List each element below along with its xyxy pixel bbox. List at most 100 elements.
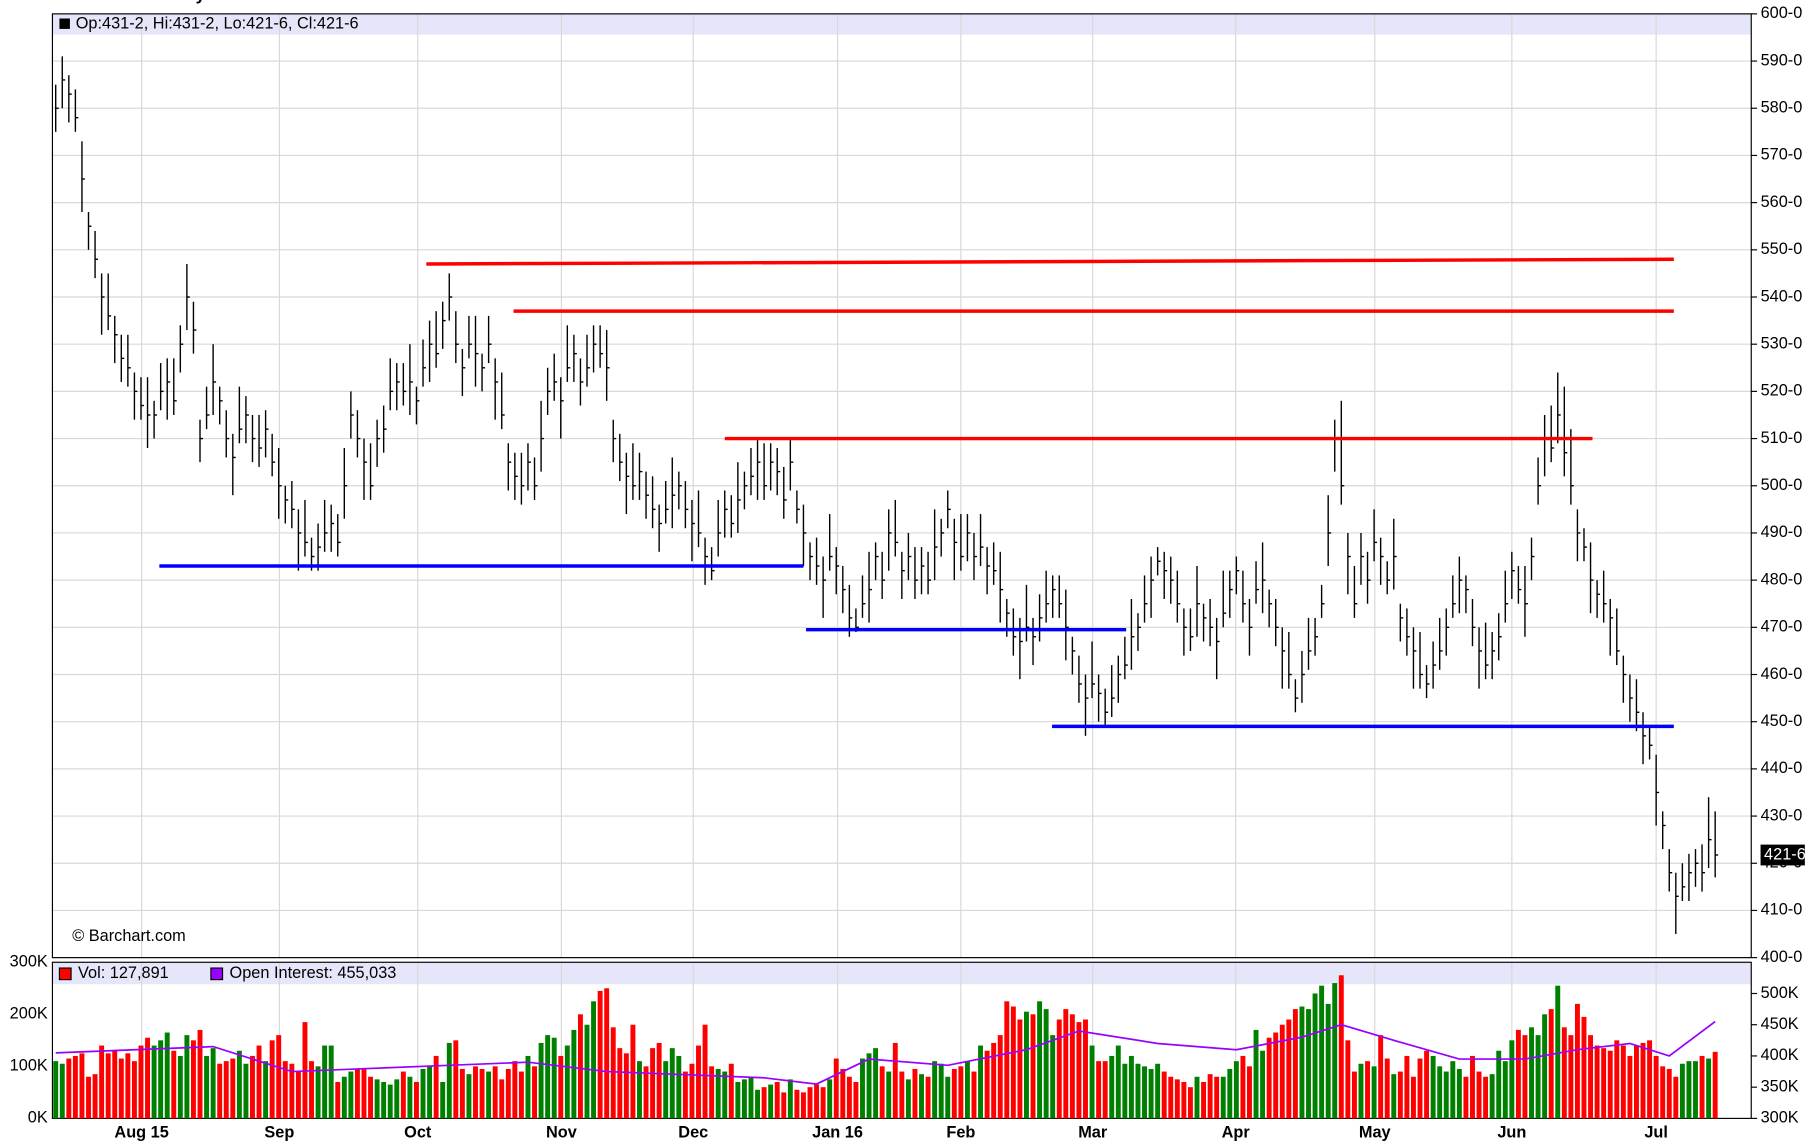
volume-bar xyxy=(1030,1014,1036,1119)
x-tick-label: Mar xyxy=(1078,1124,1108,1142)
y-tick-label: 460-0 xyxy=(1761,665,1803,683)
volume-bar xyxy=(597,990,603,1119)
volume-bar xyxy=(99,1045,105,1119)
volume-bar xyxy=(505,1068,511,1119)
volume-bar xyxy=(728,1063,734,1119)
volume-bar xyxy=(1220,1076,1226,1119)
y-tick-label: 590-0 xyxy=(1761,51,1803,69)
volume-bar xyxy=(1155,1063,1161,1119)
volume-bar xyxy=(269,1040,275,1119)
volume-bar xyxy=(263,1061,269,1119)
volume-bar xyxy=(1397,1071,1403,1119)
oi-tick-label: 300K xyxy=(1761,1109,1799,1127)
volume-bar xyxy=(538,1042,544,1119)
volume-bar xyxy=(1306,1009,1311,1119)
volume-bar xyxy=(1056,1019,1062,1119)
volume-bar xyxy=(230,1058,236,1119)
volume-bar xyxy=(1404,1055,1410,1119)
volume-bar xyxy=(210,1048,216,1119)
volume-bar xyxy=(1515,1029,1521,1119)
y-tick-label: 410-0 xyxy=(1761,901,1803,919)
volume-bar xyxy=(66,1058,72,1119)
volume-bar xyxy=(204,1055,210,1119)
volume-bar xyxy=(1463,1076,1469,1119)
volume-bar xyxy=(381,1081,387,1119)
volume-bar xyxy=(164,1032,170,1119)
volume-bar xyxy=(217,1063,223,1119)
volume-bar xyxy=(118,1058,124,1119)
legend-swatch xyxy=(58,967,72,981)
y-tick-label: 430-0 xyxy=(1761,806,1803,824)
volume-bar xyxy=(768,1084,774,1119)
volume-bar xyxy=(794,1089,800,1119)
volume-bar xyxy=(1476,1071,1482,1119)
volume-bar xyxy=(361,1068,367,1119)
volume-bar xyxy=(158,1040,164,1119)
volume-bar xyxy=(919,1074,924,1119)
volume-bar xyxy=(72,1055,78,1119)
volume-bar xyxy=(1456,1068,1462,1119)
volume-bar xyxy=(1325,1003,1331,1119)
volume-bar xyxy=(374,1079,380,1119)
volume-bar xyxy=(1351,1071,1357,1119)
y-tick-label: 560-0 xyxy=(1761,193,1803,211)
y-tick-label: 540-0 xyxy=(1761,287,1803,305)
volume-bar xyxy=(637,1061,642,1119)
x-tick-label: May xyxy=(1359,1124,1391,1142)
volume-bar xyxy=(584,1024,590,1119)
volume-bar xyxy=(250,1055,255,1119)
oi-tick-label: 500K xyxy=(1761,984,1799,1002)
volume-bar xyxy=(1043,1009,1049,1119)
volume-bar xyxy=(1292,1009,1298,1119)
volume-bar xyxy=(256,1045,262,1119)
volume-bar xyxy=(945,1076,951,1119)
volume-bar xyxy=(177,1055,183,1119)
volume-bar xyxy=(1083,1019,1088,1119)
volume-bar xyxy=(846,1076,852,1119)
volume-bar xyxy=(978,1045,984,1119)
x-tick-label: Dec xyxy=(678,1124,708,1142)
volume-bar xyxy=(518,1071,524,1119)
y-tick-label: 470-0 xyxy=(1761,618,1803,636)
volume-bar xyxy=(984,1050,990,1119)
volume-bar xyxy=(322,1045,328,1119)
volume-bar xyxy=(630,1024,636,1119)
volume-bar xyxy=(459,1068,465,1119)
volume-bar xyxy=(879,1066,885,1119)
volume-bar xyxy=(499,1079,505,1119)
volume-bar xyxy=(1371,1066,1377,1119)
volume-bar xyxy=(354,1068,360,1119)
volume-bar xyxy=(853,1081,859,1119)
volume-bar xyxy=(105,1053,111,1119)
y-tick-label: 500-0 xyxy=(1761,476,1803,494)
volume-bar xyxy=(1607,1050,1613,1119)
volume-bar xyxy=(1561,1027,1567,1119)
x-tick-label: Jul xyxy=(1644,1124,1668,1142)
volume-bar xyxy=(1568,1035,1574,1119)
volume-bar xyxy=(171,1050,177,1119)
volume-bar xyxy=(1233,1061,1239,1119)
y-tick-label: 530-0 xyxy=(1761,335,1803,353)
volume-bar xyxy=(86,1076,91,1119)
volume-bar xyxy=(1332,983,1338,1119)
y-tick-label: 480-0 xyxy=(1761,570,1803,588)
volume-bar xyxy=(886,1071,892,1119)
volume-bar xyxy=(1253,1029,1259,1119)
volume-bar xyxy=(1529,1027,1534,1119)
volume-bar xyxy=(1365,1061,1370,1119)
volume-bar xyxy=(1437,1066,1443,1119)
volume-bar xyxy=(492,1066,498,1119)
volume-bar xyxy=(243,1063,249,1119)
volume-bar xyxy=(1535,1035,1541,1119)
volume-bar xyxy=(951,1068,957,1119)
volume-bar xyxy=(1443,1071,1449,1119)
volume-bar xyxy=(197,1029,203,1119)
volume-bar xyxy=(1266,1037,1272,1119)
volume-bar xyxy=(532,1066,537,1119)
volume-bar xyxy=(820,1087,826,1119)
last-price-label: 421-6 xyxy=(1764,845,1806,863)
y-tick-label: 490-0 xyxy=(1761,523,1803,541)
volume-bar xyxy=(676,1055,682,1119)
volume-bar xyxy=(1240,1055,1246,1119)
